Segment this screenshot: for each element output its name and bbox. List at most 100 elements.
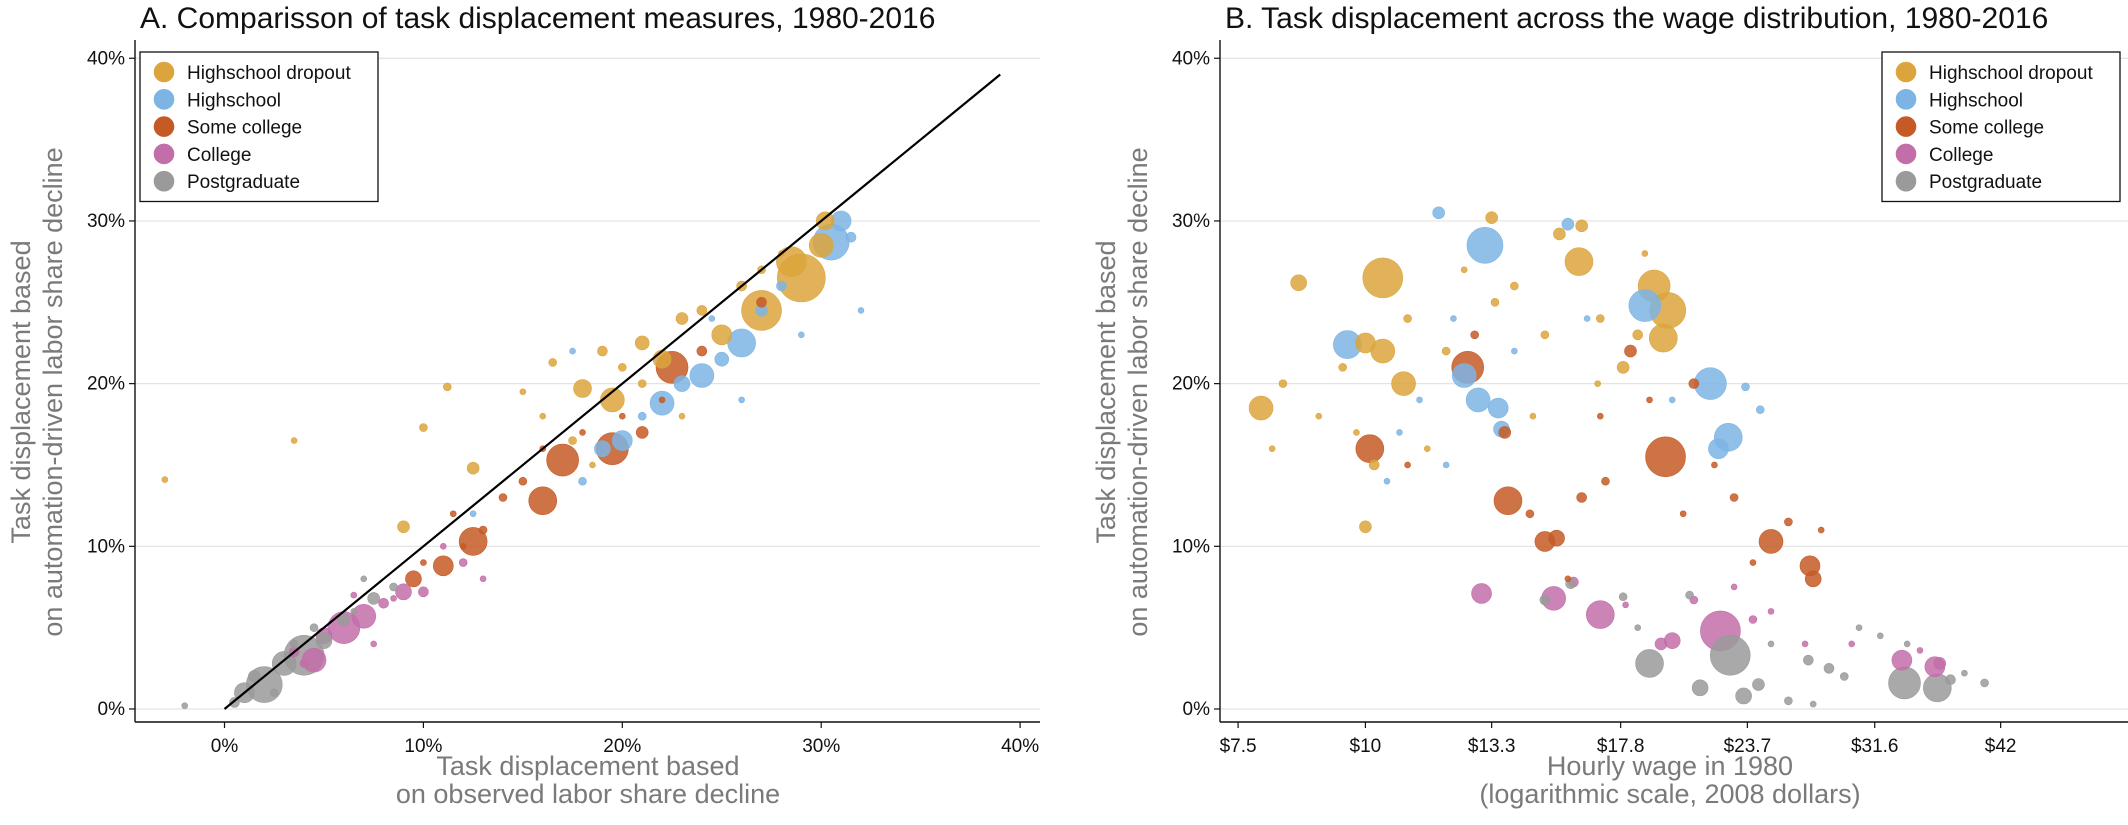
chart-b-legend-swatch [1895, 116, 1917, 137]
chart-a-point [652, 349, 672, 369]
chart-b-point [1855, 624, 1863, 631]
chart-b-point [1933, 657, 1947, 670]
chart-a-y-tick-label: 30% [87, 211, 125, 232]
chart-b-point [1694, 367, 1727, 400]
chart-b-point [1540, 330, 1550, 340]
chart-b-legend-swatch [1895, 61, 1917, 83]
chart-b-point [1368, 459, 1380, 471]
chart-b-point [1511, 347, 1518, 355]
chart-b-point [1945, 674, 1956, 686]
chart-b-point [1730, 583, 1738, 591]
chart-b-legend-label: College [1929, 145, 1993, 166]
chart-b-point [1441, 346, 1451, 356]
chart-b-point [1460, 266, 1468, 274]
chart-b-point [1268, 445, 1276, 452]
chart-b-point [1679, 510, 1687, 518]
chart-a-point [397, 520, 410, 534]
chart-a-legend-box [139, 51, 379, 203]
chart-a-legend-label: College [187, 145, 251, 166]
chart-b-point [1561, 217, 1575, 231]
chart-a-x-tick-label: 10% [404, 736, 442, 757]
chart-b-point [1755, 405, 1765, 414]
chart-b-point [1601, 476, 1610, 486]
chart-a-point [708, 315, 716, 322]
chart-b-legend-box [1881, 51, 2121, 203]
chart-b-legend-label: Postgraduate [1929, 172, 2042, 193]
chart-a-legend-label: Some college [187, 118, 302, 139]
chart-a-point [696, 345, 708, 357]
chart-b-plot-area [1248, 206, 1989, 708]
chart-a-legend-swatch [153, 116, 175, 137]
chart-b-point [1622, 601, 1629, 609]
chart-b-point [1470, 330, 1479, 340]
chart-a-point [612, 430, 633, 451]
chart-a-point [290, 437, 298, 444]
chart-b-point [1784, 696, 1793, 706]
chart-b-point [1961, 669, 1968, 677]
chart-a-panel: 0% 10% 20% 30% 40% 0% 10% 20% 30% 40% Task displac… [6, 40, 1040, 809]
chart-a-point [432, 555, 454, 577]
chart-a-point [442, 382, 452, 392]
chart-b-legend-swatch [1895, 170, 1917, 192]
chart-b-legend-swatch [1895, 89, 1917, 110]
chart-b-point [1741, 382, 1750, 392]
chart-b-point [1403, 314, 1412, 323]
chart-b-point [1450, 315, 1457, 322]
chart-b-point [1767, 608, 1775, 615]
chart-b-point [1355, 434, 1385, 463]
chart-b-y-tick-label: 0% [1183, 699, 1211, 720]
chart-a-point [857, 307, 865, 314]
chart-a-point [269, 688, 279, 698]
chart-a-y-tick-label: 0% [98, 699, 126, 720]
chart-b-point [1498, 426, 1512, 439]
chart-a-point [634, 335, 650, 351]
chart-a-point [351, 603, 377, 629]
chart-a-point [459, 543, 467, 550]
chart-a-point [714, 351, 730, 367]
chart-b-y-axis-label: on automation-driven labor share decline [1123, 147, 1153, 636]
chart-b-point [1804, 570, 1822, 588]
chart-a-point [578, 476, 587, 486]
chart-b-point [1691, 679, 1709, 697]
chart-b-title: B. Task displacement across the wage dis… [1225, 2, 2048, 35]
chart-a-point [845, 231, 857, 243]
chart-b-point [1594, 380, 1601, 387]
chart-b-point [1645, 436, 1686, 478]
chart-b-point [1888, 666, 1921, 700]
chart-b-point [1576, 492, 1587, 503]
chart-a-point [637, 379, 647, 388]
chart-a-y-axis-label: on automation-driven labor share decline [38, 147, 68, 636]
chart-b-point [1624, 344, 1637, 358]
chart-b-point [1487, 397, 1509, 419]
chart-a-point [637, 411, 647, 421]
chart-a-point [439, 543, 447, 550]
chart-a-point [678, 412, 686, 420]
chart-a-point [711, 324, 733, 346]
chart-b-legend-label: Highschool dropout [1929, 63, 2093, 84]
chart-b-point [1632, 329, 1644, 341]
chart-b-point [1564, 575, 1572, 583]
chart-a-point [548, 358, 557, 367]
chart-b-point [1362, 257, 1404, 299]
chart-b-point [1248, 395, 1274, 421]
chart-b-point [1616, 361, 1630, 374]
chart-b-point [1688, 378, 1700, 389]
chart-a-point [658, 396, 666, 404]
chart-a-legend-swatch [153, 61, 175, 83]
chart-b-point [1595, 314, 1605, 323]
chart-a-point [808, 233, 834, 258]
chart-b-point [1618, 592, 1628, 602]
chart-a-point [479, 575, 487, 583]
chart-a-point [449, 510, 457, 518]
chart-a-point [367, 592, 380, 605]
chart-a-point [405, 570, 422, 588]
chart-a-point [498, 493, 508, 502]
chart-a-point [466, 461, 480, 475]
chart-b-point [1752, 678, 1765, 691]
chart-b-point [1767, 640, 1775, 648]
chart-a-point [360, 575, 368, 583]
chart-b-point [1359, 520, 1372, 534]
chart-a-point [675, 312, 689, 325]
chart-a-point [635, 426, 649, 439]
chart-a-point [519, 388, 527, 396]
